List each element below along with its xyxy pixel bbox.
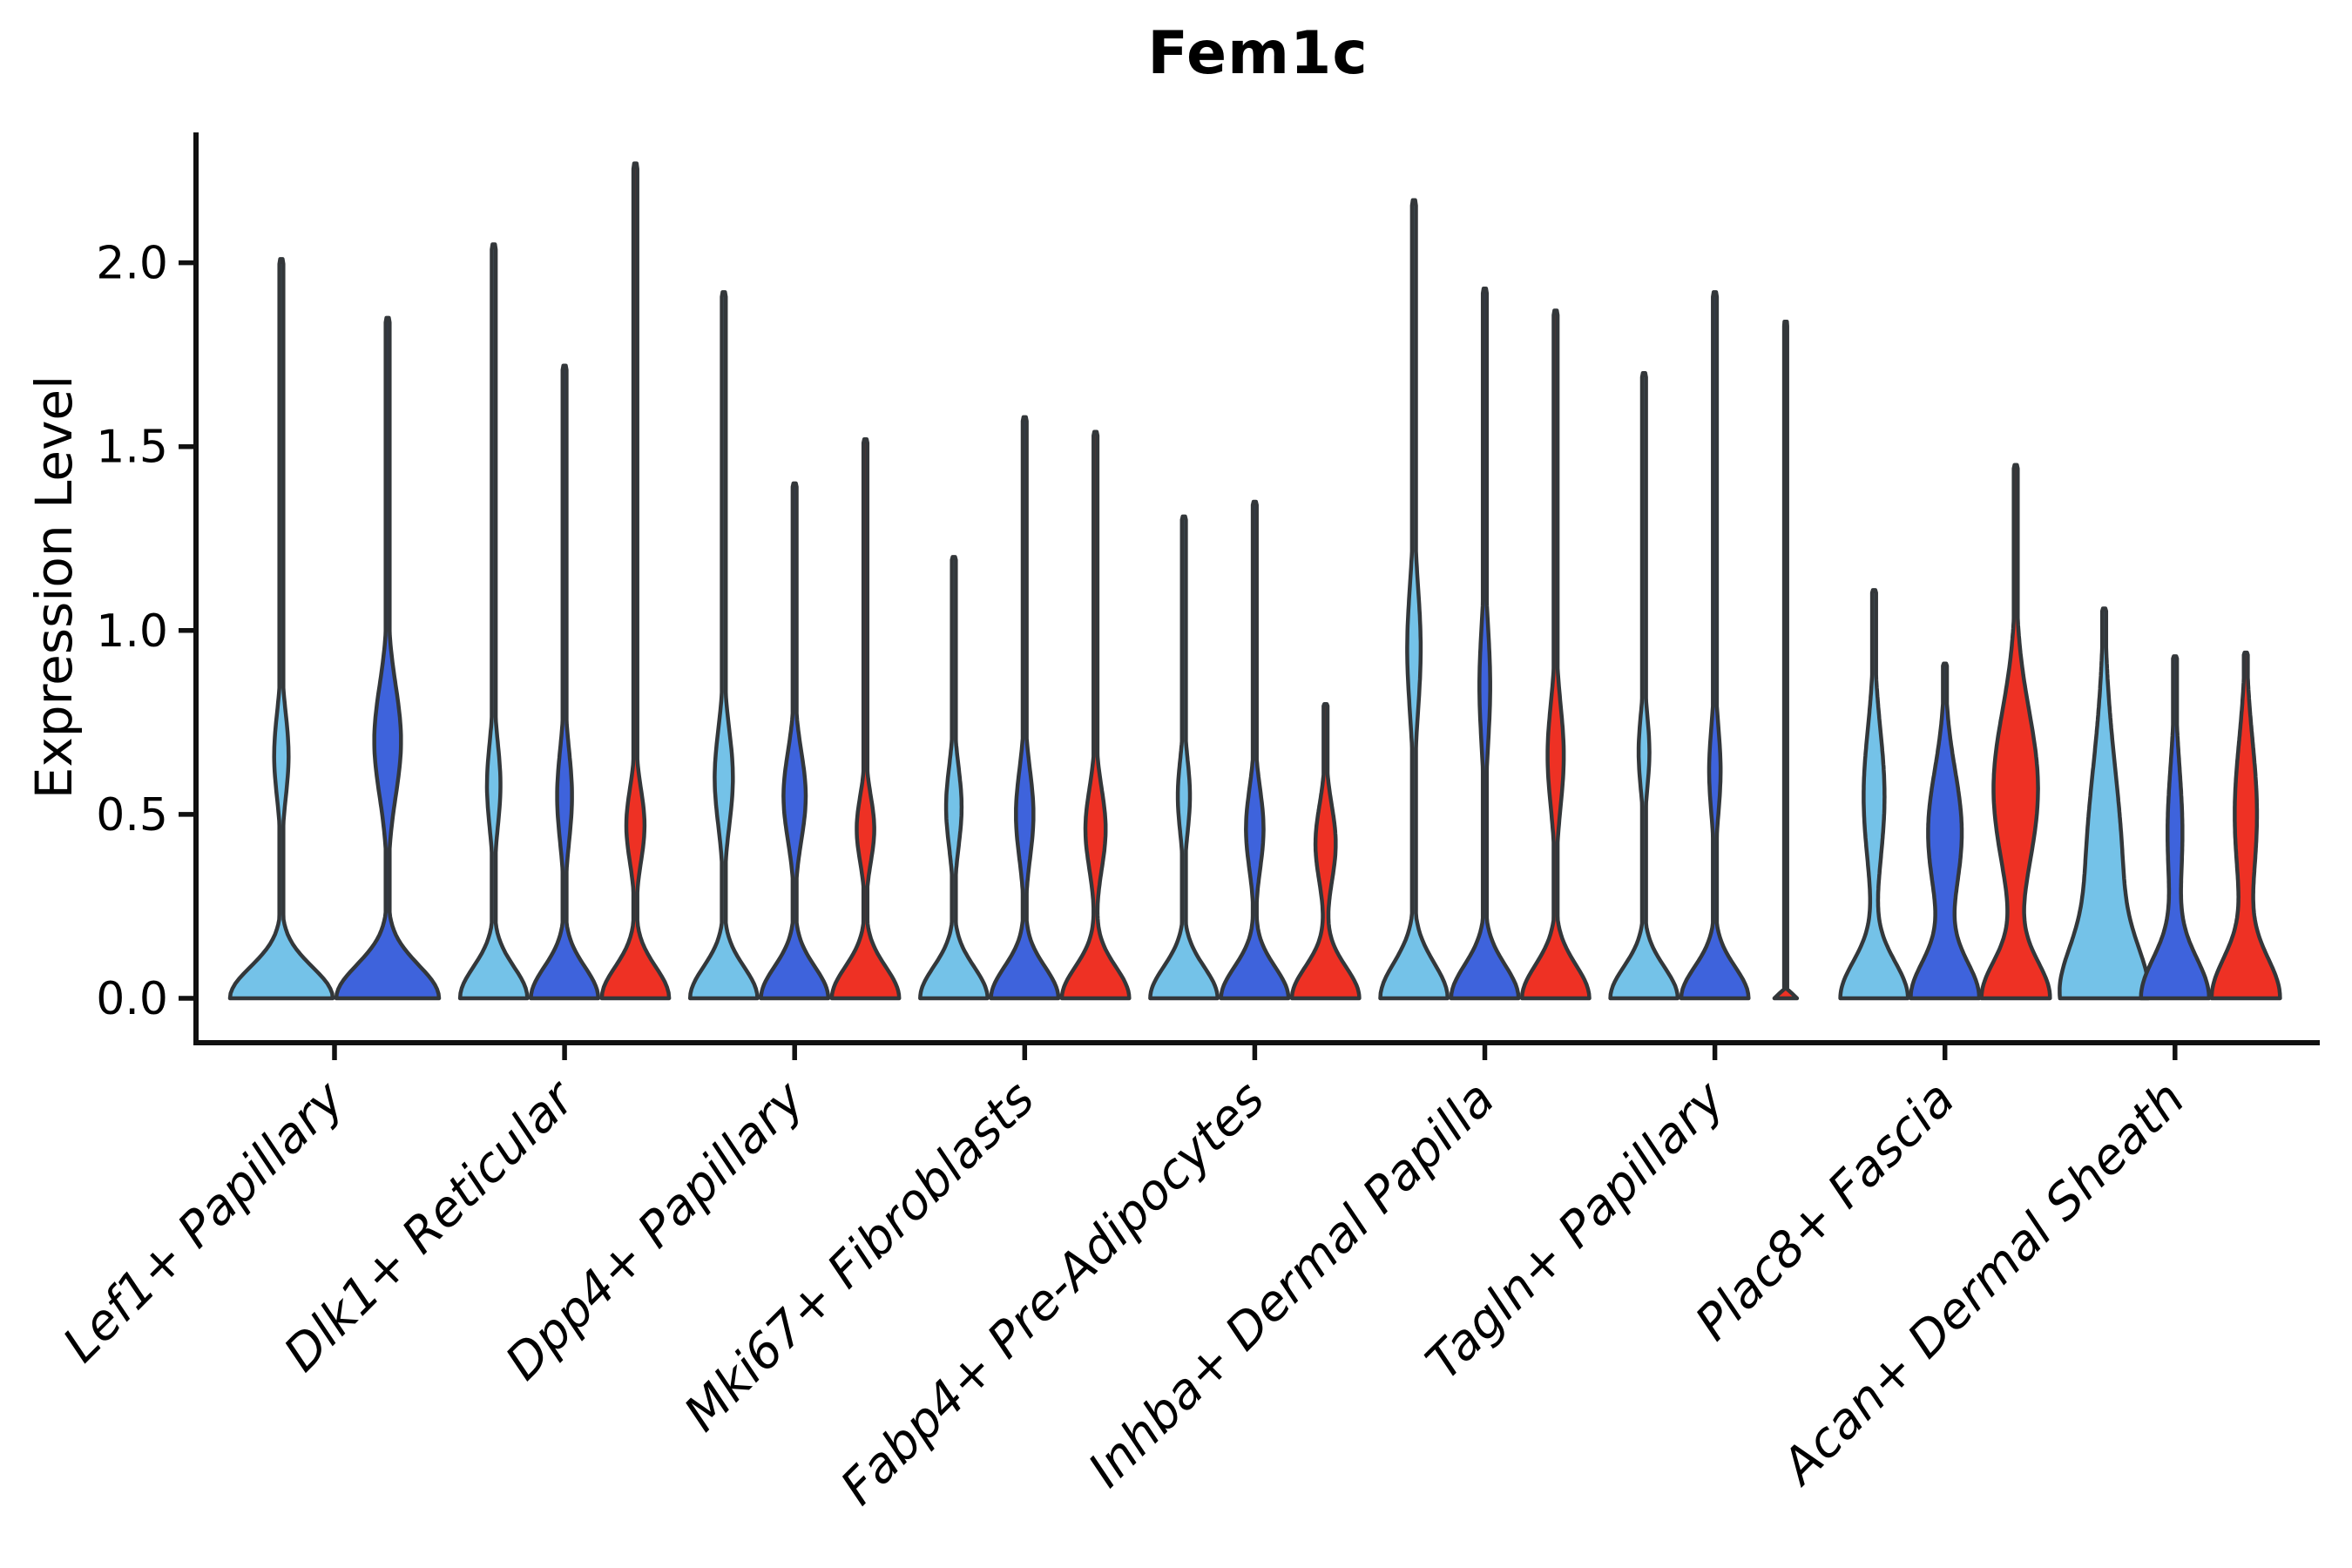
violin-acan-dermal-sheath-dark-blue: [2139, 654, 2212, 1001]
x-tick-label-fabp4-pre-adipocytes: Fabp4+ Pre-Adipocytes: [830, 1071, 1275, 1516]
violin-plac8-fascia-dark-blue: [1909, 661, 1982, 1001]
x-tick-label-acan-dermal-sheath: Acan+ Dermal Sheath: [1770, 1071, 2196, 1497]
y-tick-label: 0.5: [96, 789, 168, 841]
violin-plac8-fascia-red: [1979, 463, 2052, 1001]
x-tick-label-inhba-dermal-papilla: Inhba+ Dermal Papilla: [1078, 1071, 1505, 1498]
violin-dlk1-reticular-dark-blue: [529, 363, 601, 1001]
violin-dpp4-papillary-red: [829, 437, 902, 1001]
violin-fabp4-pre-adipocytes-dark-blue: [1219, 499, 1291, 1001]
violin-group-tagln-papillary: [1608, 290, 1800, 1001]
violin-mki67-fibroblasts-red: [1059, 429, 1132, 1001]
violin-group-inhba-dermal-papilla: [1378, 198, 1592, 1001]
violin-group-dpp4-papillary: [687, 290, 902, 1001]
violin-group-plac8-fascia: [1838, 463, 2052, 1001]
violin-acan-dermal-sheath-red: [2209, 650, 2282, 1001]
violin-tagln-papillary-red: [1772, 319, 1800, 1001]
violin-inhba-dermal-papilla-red: [1519, 308, 1592, 1001]
violin-dlk1-reticular-red: [599, 161, 672, 1001]
violin-fabp4-pre-adipocytes-light-blue: [1148, 514, 1220, 1001]
violin-tagln-papillary-dark-blue: [1679, 290, 1751, 1001]
y-tick-label: 0.0: [96, 973, 168, 1025]
violin-lef1-papillary-light-blue: [227, 257, 335, 1001]
violin-dlk1-reticular-light-blue: [457, 242, 530, 1001]
violin-dpp4-papillary-dark-blue: [759, 481, 831, 1001]
violin-inhba-dermal-papilla-light-blue: [1378, 198, 1450, 1001]
violin-group-lef1-papillary: [227, 257, 442, 1001]
y-tick-label: 1.5: [96, 422, 168, 474]
y-tick-label: 2.0: [96, 238, 168, 290]
violin-plac8-fascia-light-blue: [1838, 588, 1910, 1001]
violin-group-dlk1-reticular: [457, 161, 672, 1001]
violin-group-acan-dermal-sheath: [2058, 606, 2282, 1001]
violin-tagln-papillary-light-blue: [1608, 371, 1680, 1001]
violin-mki67-fibroblasts-dark-blue: [989, 415, 1061, 1001]
violin-group-mki67-fibroblasts: [918, 415, 1132, 1001]
violin-fabp4-pre-adipocytes-red: [1289, 701, 1362, 1001]
violin-group-fabp4-pre-adipocytes: [1148, 499, 1362, 1001]
violin-acan-dermal-sheath-light-blue: [2058, 606, 2151, 1001]
chart-title: Fem1c: [1147, 19, 1369, 88]
violin-mki67-fibroblasts-light-blue: [918, 555, 990, 1001]
violin-dpp4-papillary-light-blue: [687, 290, 760, 1001]
violin-lef1-papillary-dark-blue: [334, 315, 442, 1001]
y-tick-label: 1.0: [96, 605, 168, 658]
violin-inhba-dermal-papilla-dark-blue: [1449, 286, 1521, 1001]
